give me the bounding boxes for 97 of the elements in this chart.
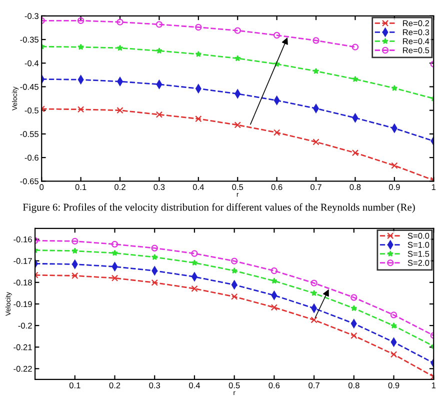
point	[195, 24, 202, 31]
x-tick-label: 0.4	[189, 382, 200, 388]
point	[116, 44, 124, 51]
point	[310, 316, 318, 324]
point	[352, 76, 358, 82]
point	[191, 259, 198, 266]
point	[270, 278, 278, 284]
y-tick-label: -0.65	[20, 178, 38, 184]
x-tick-label: 0.6	[268, 382, 280, 388]
y-tick-label: -0.55	[20, 131, 38, 138]
point	[391, 162, 398, 169]
y-tick-label: -0.3	[24, 13, 38, 20]
point	[390, 312, 398, 318]
x-tick-label: 0.5	[228, 382, 240, 388]
legend-label: S=1.5	[408, 250, 430, 257]
y-tick-label: -0.6	[24, 154, 38, 161]
point	[231, 258, 238, 264]
point	[78, 44, 84, 50]
point	[312, 37, 320, 44]
x-tick-label: 0.9	[388, 184, 400, 190]
point	[234, 27, 241, 34]
x-tick-label: 0	[40, 184, 44, 190]
point	[111, 274, 118, 282]
y-tick-label: -0.21	[14, 344, 32, 350]
y-tick-label: -0.17	[14, 258, 32, 264]
point	[156, 111, 163, 118]
x-tick-label: 1	[432, 184, 436, 190]
point	[390, 351, 398, 358]
point	[350, 294, 358, 301]
y-tick-label: -0.2	[18, 322, 32, 329]
point	[273, 32, 280, 39]
x-tick-label: 0.2	[114, 184, 126, 190]
point	[151, 254, 158, 260]
point	[270, 304, 278, 311]
x-tick-label: 0.8	[348, 382, 360, 388]
point	[77, 106, 84, 113]
point	[234, 55, 241, 62]
legend-label: Re=0.3	[403, 29, 430, 36]
point	[151, 244, 158, 252]
legend-label: S=2.0	[408, 260, 430, 266]
point	[112, 250, 118, 256]
x-tick-label: 0.2	[109, 382, 120, 388]
point	[72, 272, 78, 280]
point	[350, 332, 358, 339]
point	[195, 50, 202, 57]
point	[231, 293, 238, 300]
legend-label: S=0.0	[408, 232, 430, 239]
point	[116, 107, 124, 114]
point	[77, 17, 84, 24]
y-tick-label: -0.22	[14, 366, 32, 372]
point	[310, 290, 318, 296]
x-tick-label: 0.7	[308, 382, 320, 388]
x-tick-label: 0.3	[154, 184, 165, 190]
caption: Figure 6: Profiles of the velocity distribution for different values of the Reynolds number (Re)	[22, 203, 415, 213]
point	[72, 238, 78, 245]
point	[350, 304, 358, 312]
point	[310, 280, 318, 286]
point	[312, 68, 320, 74]
point	[195, 116, 202, 122]
legend-label: Re=0.5	[403, 47, 430, 54]
point	[156, 48, 162, 54]
point	[191, 285, 198, 292]
x-tick-label: 0.1	[69, 382, 80, 388]
point	[391, 84, 398, 91]
point	[234, 122, 241, 128]
point	[312, 138, 320, 146]
y-tick-label: -0.45	[20, 84, 38, 90]
x-tick-label: 0.8	[350, 184, 361, 190]
y-tick-label: -0.16	[14, 236, 32, 242]
legend-label: Re=0.4	[403, 38, 430, 44]
x-tick-label: 0.1	[75, 184, 86, 190]
point	[231, 267, 238, 274]
x-tick-label: 0.7	[310, 184, 322, 190]
point	[270, 267, 278, 274]
point	[273, 129, 280, 136]
legend-label: S=1.0	[408, 242, 430, 248]
y-tick-label: -0.5	[24, 108, 38, 114]
point	[352, 44, 359, 50]
x-tick-label: 0.9	[388, 382, 400, 388]
x-tick-label: 0.6	[271, 184, 282, 190]
y-tick-label: -0.4	[24, 60, 39, 66]
point	[116, 18, 124, 26]
point	[151, 279, 158, 286]
point	[156, 21, 163, 28]
y-tick-label: -0.19	[14, 301, 32, 308]
x-tick-label: 0.4	[192, 184, 204, 190]
point	[191, 250, 198, 257]
point	[111, 240, 118, 248]
point	[72, 248, 78, 254]
point	[390, 322, 397, 329]
x-tick-label: 1	[432, 382, 436, 388]
legend-label: Re=0.2	[403, 20, 430, 26]
x-tick-label: 0.3	[149, 382, 160, 388]
x-tick-label: 0.5	[232, 184, 244, 190]
y-tick-label: -0.35	[20, 36, 38, 43]
point	[352, 149, 359, 156]
y-tick-label: -0.18	[14, 280, 32, 286]
